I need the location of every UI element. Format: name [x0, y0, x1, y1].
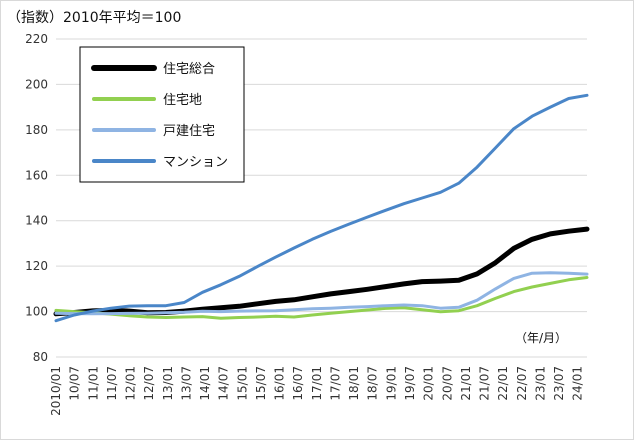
x-tick-label: 19/07 — [403, 366, 417, 401]
legend-label: 住宅総合 — [163, 62, 215, 77]
x-tick-label: 17/07 — [328, 366, 342, 401]
x-tick-label: 2010/01 — [49, 366, 63, 416]
series-line — [53, 226, 590, 317]
x-unit-label: （年/月） — [515, 331, 567, 345]
x-tick-label: 18/07 — [366, 366, 380, 401]
series-lines — [53, 93, 590, 323]
x-tick-label: 22/01 — [496, 366, 510, 401]
y-tick-label: 100 — [25, 305, 48, 319]
x-tick-label: 16/07 — [291, 366, 305, 401]
x-tick-label: 13/07 — [179, 366, 193, 401]
x-tick-label: 19/01 — [384, 366, 398, 401]
x-tick-label: 14/01 — [198, 366, 212, 401]
legend-label: 戸建住宅 — [163, 124, 215, 139]
y-tick-label: 180 — [25, 123, 48, 137]
x-tick-label: 17/01 — [310, 366, 324, 401]
x-tick-label: 23/07 — [552, 366, 566, 401]
series-line — [54, 276, 589, 320]
y-tick-label: 160 — [25, 168, 48, 182]
x-tick-label: 10/07 — [68, 366, 82, 401]
x-tick-label: 21/07 — [478, 366, 492, 401]
x-tick-label: 15/07 — [254, 366, 268, 401]
y-tick-labels: 80 100 120 140 160 180 200 220 — [25, 32, 48, 364]
y-tick-label: 220 — [25, 32, 48, 46]
y-tick-label: 80 — [33, 350, 48, 364]
x-tick-label: 24/01 — [571, 366, 585, 401]
y-tick-label: 200 — [25, 77, 48, 91]
x-tick-label: 23/01 — [533, 366, 547, 401]
x-tick-label: 21/01 — [459, 366, 473, 401]
x-tick-label: 20/07 — [440, 366, 454, 401]
x-tick-labels: 2010/01 10/07 11/01 11/07 12/01 12/07 13/01 13/… — [49, 366, 585, 416]
x-tick-label: 11/01 — [86, 366, 100, 401]
chart-title: （指数）2010年平均＝100 — [7, 10, 181, 26]
legend-label: 住宅地 — [163, 93, 202, 108]
x-tick-label: 16/01 — [273, 366, 287, 401]
legend-label: マンション — [163, 155, 228, 170]
x-tick-label: 12/07 — [142, 366, 156, 401]
series-line — [54, 93, 589, 323]
x-tick-label: 13/01 — [161, 366, 175, 401]
y-tick-label: 140 — [25, 214, 48, 228]
x-tick-label: 20/01 — [422, 366, 436, 401]
x-tick-label: 15/01 — [235, 366, 249, 401]
x-tick-label: 11/07 — [105, 366, 119, 401]
x-tick-label: 14/07 — [217, 366, 231, 401]
series-line — [54, 271, 589, 316]
y-tick-label: 120 — [25, 259, 48, 273]
x-tick-label: 18/01 — [347, 366, 361, 401]
x-tick-label: 22/07 — [515, 366, 529, 401]
x-tick-label: 12/01 — [124, 366, 138, 401]
